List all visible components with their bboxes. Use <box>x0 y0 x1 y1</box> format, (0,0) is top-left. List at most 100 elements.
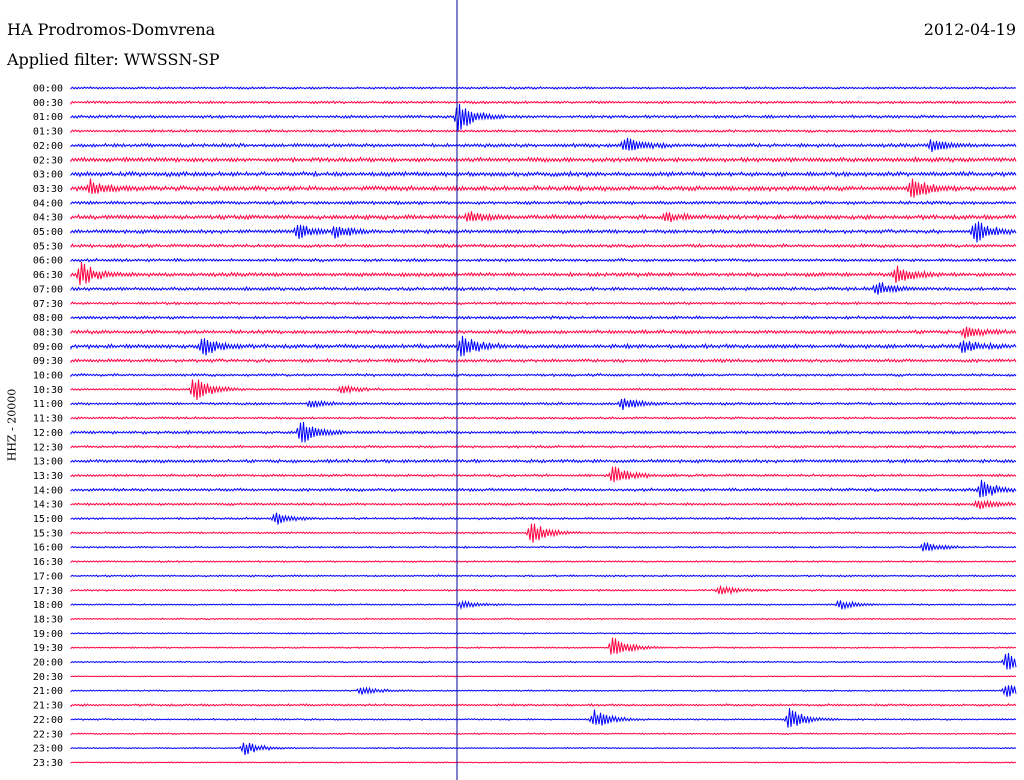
trace-1530 <box>70 523 1017 543</box>
tick-label: 13:30 <box>33 471 63 482</box>
tick-label: 12:00 <box>33 428 63 439</box>
time-tick-labels: 00:00 00:30 01:00 01:30 02:00 02:30 03:00 03:30… <box>33 84 63 769</box>
trace-1330 <box>70 466 1017 483</box>
tick-label: 09:30 <box>33 356 63 367</box>
trace-0230 <box>70 155 1017 164</box>
trace-1900 <box>70 631 1017 635</box>
trace-2200 <box>70 708 1017 728</box>
trace-2330 <box>70 761 1017 764</box>
tick-label: 11:30 <box>33 414 63 425</box>
tick-label: 11:00 <box>33 399 63 410</box>
tick-label: 16:00 <box>33 543 63 554</box>
tick-label: 05:30 <box>33 241 63 252</box>
tick-label: 06:00 <box>33 256 63 267</box>
trace-1230 <box>70 444 1017 449</box>
trace-0930 <box>70 357 1017 364</box>
trace-0530 <box>70 243 1017 249</box>
tick-label: 18:30 <box>33 614 63 625</box>
trace-1200 <box>70 421 1017 443</box>
tick-label: 04:30 <box>33 213 63 224</box>
tick-label: 21:30 <box>33 701 63 712</box>
trace-1000 <box>70 372 1017 378</box>
trace-1700 <box>70 574 1017 578</box>
tick-label: 06:30 <box>33 270 63 281</box>
tick-label: 08:00 <box>33 313 63 324</box>
trace-0300 <box>70 170 1017 178</box>
tick-label: 07:00 <box>33 284 63 295</box>
station-title: HA Prodromos-Domvrena <box>7 20 216 39</box>
trace-0100 <box>70 103 1017 132</box>
trace-0630 <box>70 262 1017 285</box>
trace-1030 <box>70 379 1017 401</box>
tick-label: 14:00 <box>33 485 63 496</box>
trace-2000 <box>70 653 1017 670</box>
tick-label: 21:00 <box>33 686 63 697</box>
trace-2130 <box>70 703 1017 708</box>
trace-0700 <box>70 282 1017 295</box>
tick-label: 15:30 <box>33 528 63 539</box>
tick-label: 20:30 <box>33 672 63 683</box>
trace-2300 <box>70 742 1017 756</box>
trace-0830 <box>70 326 1017 339</box>
tick-label: 03:00 <box>33 170 63 181</box>
tick-label: 23:30 <box>33 758 63 769</box>
tick-label: 17:30 <box>33 586 63 597</box>
tick-label: 05:00 <box>33 227 63 238</box>
trace-0000 <box>70 86 1017 91</box>
trace-0130 <box>70 128 1017 134</box>
record-date: 2012-04-19 <box>923 20 1016 39</box>
tick-label: 20:00 <box>33 658 63 669</box>
tick-label: 00:00 <box>33 84 63 95</box>
trace-1630 <box>70 560 1017 564</box>
tick-label: 07:30 <box>33 299 63 310</box>
tick-label: 02:00 <box>33 141 63 152</box>
tick-label: 02:30 <box>33 155 63 166</box>
tick-label: 12:30 <box>33 442 63 453</box>
tick-label: 23:00 <box>33 744 63 755</box>
trace-1800 <box>70 599 1017 611</box>
trace-2030 <box>70 675 1017 678</box>
tick-label: 13:00 <box>33 457 63 468</box>
trace-1730 <box>70 585 1017 596</box>
trace-0030 <box>70 100 1017 106</box>
trace-1600 <box>70 542 1017 552</box>
tick-label: 22:30 <box>33 729 63 740</box>
tick-label: 19:00 <box>33 629 63 640</box>
tick-label: 04:00 <box>33 198 63 209</box>
tick-label: 15:00 <box>33 514 63 525</box>
trace-1300 <box>70 458 1017 464</box>
trace-0730 <box>70 301 1017 306</box>
tick-label: 09:00 <box>33 342 63 353</box>
trace-group <box>70 86 1017 764</box>
trace-0900 <box>70 335 1017 357</box>
tick-label: 16:30 <box>33 557 63 568</box>
tick-label: 22:00 <box>33 715 63 726</box>
trace-0330 <box>70 178 1017 198</box>
tick-label: 18:00 <box>33 600 63 611</box>
trace-0430 <box>70 211 1017 223</box>
trace-1130 <box>70 416 1017 421</box>
tick-label: 19:30 <box>33 643 63 654</box>
trace-1830 <box>70 617 1017 621</box>
tick-label: 10:00 <box>33 371 63 382</box>
trace-0800 <box>70 315 1017 321</box>
tick-label: 14:30 <box>33 500 63 511</box>
trace-1430 <box>70 499 1017 510</box>
trace-0600 <box>70 257 1017 263</box>
tick-label: 03:30 <box>33 184 63 195</box>
trace-1100 <box>70 398 1017 410</box>
tick-label: 08:30 <box>33 327 63 338</box>
trace-1930 <box>70 637 1017 655</box>
filter-label: Applied filter: WWSSN-SP <box>7 50 220 69</box>
tick-label: 17:00 <box>33 571 63 582</box>
trace-0500 <box>70 221 1017 243</box>
tick-label: 10:30 <box>33 385 63 396</box>
trace-1500 <box>70 512 1017 525</box>
trace-2100 <box>70 685 1017 697</box>
trace-0200 <box>70 137 1017 153</box>
trace-0400 <box>70 200 1017 206</box>
trace-1400 <box>70 479 1017 498</box>
tick-label: 01:30 <box>33 127 63 138</box>
tick-label: 00:30 <box>33 98 63 109</box>
